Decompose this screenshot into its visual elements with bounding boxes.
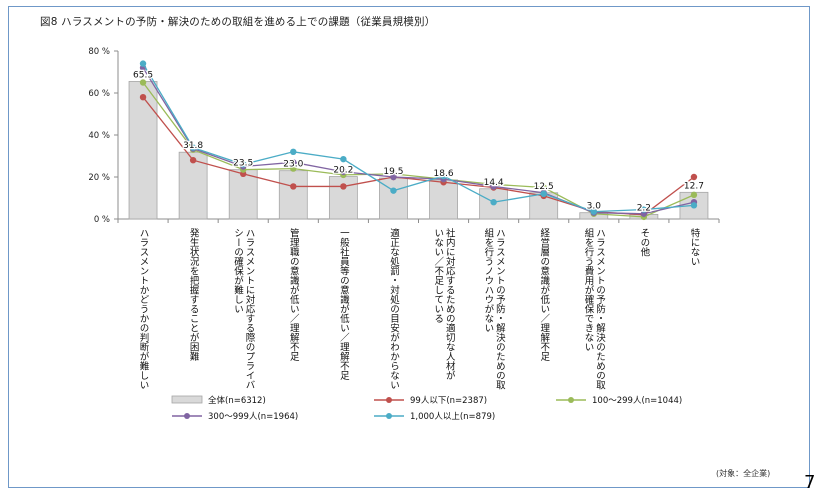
category-label: 社内に対応するための適切な人材が bbox=[444, 227, 456, 380]
data-label: 31.8 bbox=[183, 141, 203, 151]
data-label: 14.4 bbox=[484, 178, 504, 188]
legend-label: 全体(n=6312) bbox=[208, 395, 266, 406]
bar bbox=[328, 176, 358, 220]
bar bbox=[278, 170, 308, 220]
data-label: 23.0 bbox=[283, 160, 303, 170]
series-point bbox=[189, 157, 197, 164]
series-point bbox=[390, 187, 397, 194]
category-label: ハラスメントの予防・解決のための取 bbox=[494, 228, 506, 390]
page-number: 7 bbox=[804, 472, 816, 493]
series-point bbox=[690, 191, 698, 199]
series-point bbox=[540, 184, 547, 191]
legend-label: 100～299人(n=1044) bbox=[592, 396, 682, 406]
series-point bbox=[290, 165, 297, 172]
data-label: 18.6 bbox=[434, 169, 454, 179]
category-label: 一般社員等の意識が低い／理解不足 bbox=[338, 228, 350, 381]
legend-marker bbox=[386, 413, 392, 419]
data-label: 3.0 bbox=[587, 202, 602, 212]
chart-title: 図8 ハラスメントの予防・解決のための取組を進める上での課題（従業員規模別） bbox=[40, 16, 436, 28]
series-point bbox=[139, 94, 147, 101]
series-point bbox=[490, 183, 497, 190]
category-label: その他 bbox=[638, 228, 650, 257]
series-line bbox=[142, 96, 695, 216]
category-label: シーの確保が難しい bbox=[232, 228, 244, 314]
category-label: ハラスメントの予防・解決のための取 bbox=[594, 228, 606, 390]
series-point bbox=[440, 172, 447, 180]
category-label: ハラスメントに対応する際のプライバ bbox=[243, 228, 255, 390]
category-label: 組を行うノウハウがない bbox=[482, 227, 494, 332]
data-label: 20.2 bbox=[333, 166, 353, 176]
legend-label: 99人以下(n=2387) bbox=[410, 396, 487, 406]
category-label: 発生状況を把握することが困難 bbox=[188, 227, 200, 362]
series-point bbox=[139, 79, 147, 86]
y-tick-label: 80 % bbox=[88, 47, 110, 57]
category-label: 経営層の意識が低い／理解不足 bbox=[538, 227, 550, 362]
bar bbox=[429, 179, 458, 220]
series-point bbox=[290, 159, 297, 166]
series-point bbox=[390, 173, 397, 181]
y-tick-label: 0 % bbox=[94, 215, 110, 225]
series-point bbox=[189, 144, 197, 151]
bar bbox=[128, 81, 158, 220]
category-label: 組を行う費用が確保できない bbox=[583, 227, 595, 351]
series-point bbox=[340, 183, 347, 190]
legend-marker bbox=[184, 413, 190, 419]
data-label: 2.2 bbox=[637, 203, 651, 213]
data-label: 12.5 bbox=[534, 182, 554, 192]
series-point bbox=[290, 148, 297, 155]
category-label: 適正な処罰・対処の目安がわからない bbox=[388, 227, 400, 389]
legend-marker bbox=[386, 397, 392, 403]
series-line bbox=[142, 82, 695, 218]
data-label: 12.7 bbox=[684, 181, 704, 191]
series-line bbox=[142, 67, 695, 215]
series-line bbox=[142, 63, 695, 213]
legend-label: 1,000人以上(n=879) bbox=[410, 412, 495, 422]
y-tick-label: 20 % bbox=[88, 173, 110, 183]
series-point bbox=[540, 190, 547, 197]
series-point bbox=[640, 206, 648, 213]
data-label: 65.5 bbox=[133, 70, 153, 80]
category-label: 特にない bbox=[688, 227, 700, 266]
category-label: ハラスメントかどうかの判断が難しい bbox=[138, 228, 150, 390]
series-point bbox=[590, 208, 597, 215]
y-tick-label: 40 % bbox=[88, 131, 110, 141]
data-label: 19.5 bbox=[383, 167, 403, 177]
legend-marker bbox=[568, 397, 574, 403]
series-point bbox=[690, 202, 698, 209]
series-point bbox=[139, 60, 147, 67]
y-tick-label: 60 % bbox=[88, 89, 110, 99]
target-note: (対象：全企業) bbox=[716, 469, 771, 478]
series-point bbox=[340, 155, 347, 163]
series-point bbox=[490, 199, 497, 206]
legend-swatch bbox=[171, 395, 203, 404]
category-label: 管理職の意識が低い／理解不足 bbox=[288, 227, 300, 362]
series-point bbox=[690, 173, 698, 181]
category-label: いない／不足している bbox=[432, 228, 444, 323]
series-point bbox=[240, 161, 247, 168]
series-point bbox=[290, 183, 297, 190]
data-label: 23.5 bbox=[233, 159, 253, 169]
legend-label: 300～999人(n=1964) bbox=[208, 412, 298, 422]
bar bbox=[228, 169, 258, 220]
series-point bbox=[340, 168, 347, 175]
